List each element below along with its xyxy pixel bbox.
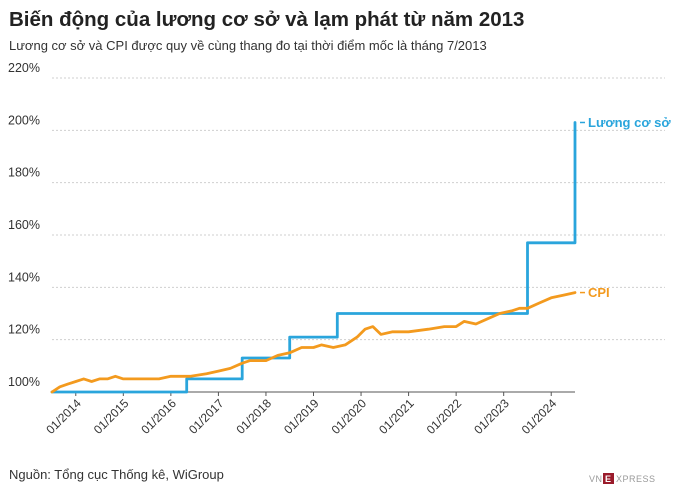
x-tick-label: 01/2016 [138, 396, 179, 437]
y-tick-label: 140% [8, 270, 40, 284]
x-tick-label: 01/2020 [329, 396, 370, 437]
source-note: Nguồn: Tổng cục Thống kê, WiGroup [9, 467, 224, 482]
svg-text:XPRESS: XPRESS [616, 474, 656, 484]
y-tick-label: 100% [8, 375, 40, 389]
series-line-cpi [50, 291, 577, 394]
chart-title: Biến động của lương cơ sở và lạm phát từ… [9, 8, 525, 31]
chart-subtitle: Lương cơ sở và CPI được quy về cùng than… [9, 38, 487, 53]
y-tick-label: 220% [8, 61, 40, 75]
svg-text:E: E [605, 474, 611, 484]
svg-text:VN: VN [589, 474, 603, 484]
x-tick-label: 01/2019 [281, 396, 322, 437]
x-tick-label: 01/2024 [519, 396, 560, 437]
x-tick-label: 01/2017 [186, 396, 227, 437]
x-tick-label: 01/2021 [376, 396, 417, 437]
y-tick-label: 120% [8, 323, 40, 337]
series-label-luong-co-so: Lương cơ sở [588, 115, 671, 130]
series-label-cpi: CPI [588, 285, 610, 300]
x-tick-label: 01/2014 [43, 396, 84, 437]
y-tick-label: 200% [8, 113, 40, 127]
series-line-luong-co-so [50, 121, 577, 394]
x-tick-label: 01/2023 [471, 396, 512, 437]
x-tick-label: 01/2015 [91, 396, 132, 437]
vnexpress-logo: VN E XPRESS [589, 473, 656, 484]
line-chart: 100%120%140%160%180%200%220%01/2014 01/20… [8, 61, 671, 437]
x-tick-label: 01/2018 [233, 396, 274, 437]
y-tick-label: 160% [8, 218, 40, 232]
y-tick-label: 180% [8, 166, 40, 180]
x-tick-label: 01/2022 [424, 396, 465, 437]
